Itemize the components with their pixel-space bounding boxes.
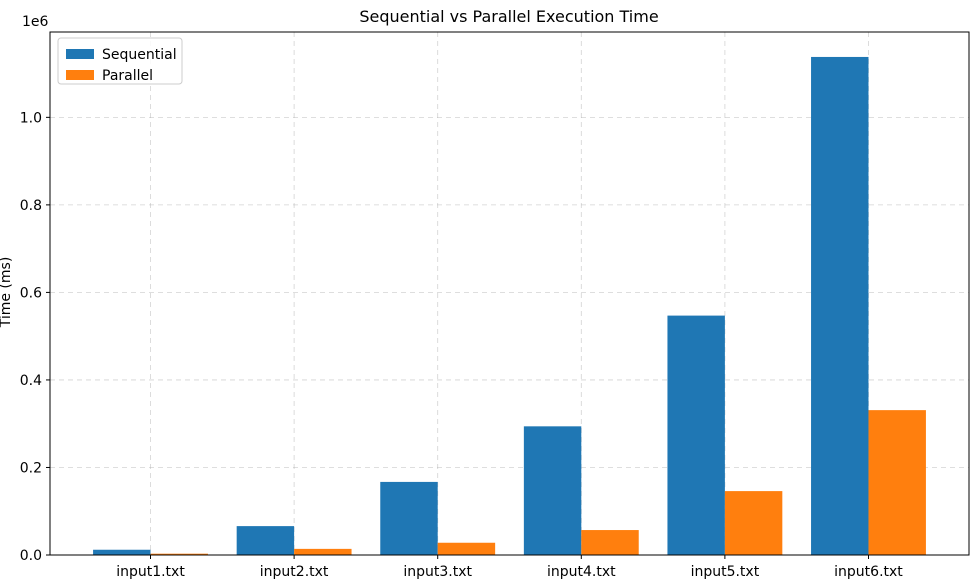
legend: Sequential Parallel — [57, 37, 183, 85]
y-tick-label: 0.0 — [20, 548, 42, 564]
bar-parallel-input2-txt — [294, 548, 352, 555]
y-tick-label: 0.2 — [20, 460, 42, 476]
bar-sequential-input5-txt — [667, 315, 725, 555]
chart-title: Sequential vs Parallel Execution Time — [359, 7, 658, 26]
plot-area-frame — [49, 31, 970, 556]
legend-label-sequential: Sequential — [102, 47, 177, 63]
bar-parallel-input5-txt — [724, 491, 783, 555]
bar-sequential-input3-txt — [380, 481, 438, 555]
y-axis-label: Time (ms) — [0, 257, 14, 329]
bar-parallel-input4-txt — [581, 530, 639, 555]
bars — [93, 56, 926, 555]
x-tick-label: input3.txt — [403, 564, 472, 580]
axis-ticks: 0.0 0.2 0.4 0.6 0.8 1.0 input1.txt input2.txt in… — [20, 110, 904, 580]
y-tick-label: 0.8 — [20, 198, 42, 214]
x-tick-label: input4.txt — [547, 564, 616, 580]
y-tick-label: 1.0 — [20, 110, 42, 126]
legend-swatch-sequential — [66, 49, 94, 59]
bar-parallel-input1-txt — [150, 553, 208, 555]
y-tick-label: 0.4 — [20, 373, 42, 389]
x-tick-label: input2.txt — [260, 564, 329, 580]
bar-parallel-input6-txt — [868, 410, 926, 555]
bar-sequential-input4-txt — [523, 426, 582, 555]
legend-swatch-parallel — [66, 70, 94, 80]
x-tick-label: input6.txt — [834, 564, 903, 580]
legend-label-parallel: Parallel — [102, 68, 153, 84]
x-tick-label: input5.txt — [691, 564, 760, 580]
y-tick-label: 0.6 — [20, 285, 42, 301]
y-axis-offset-label: 1e6 — [22, 14, 49, 30]
bar-parallel-input3-txt — [437, 542, 496, 555]
bar-sequential-input1-txt — [93, 549, 151, 555]
x-tick-label: input1.txt — [116, 564, 185, 580]
bar-sequential-input6-txt — [811, 56, 869, 555]
bar-sequential-input2-txt — [236, 526, 295, 555]
